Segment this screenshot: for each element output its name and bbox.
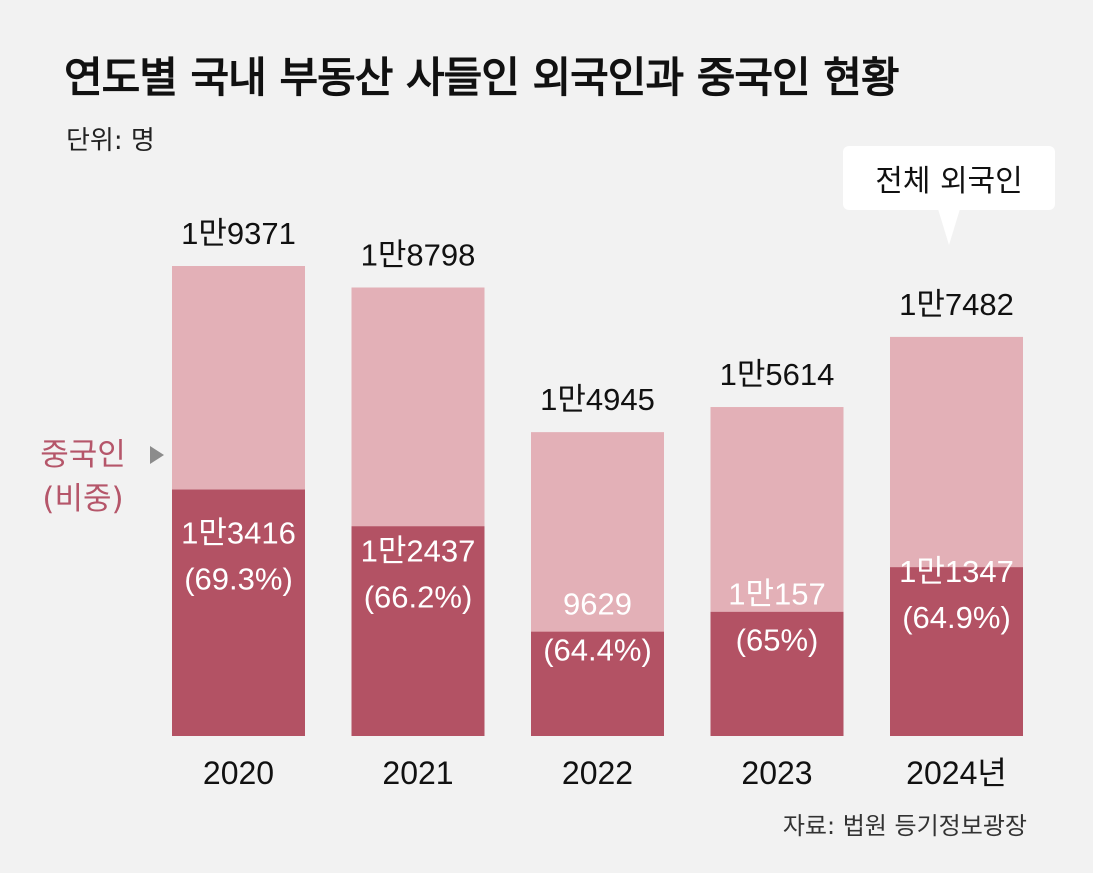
chinese-legend: 중국인 (비중) bbox=[20, 433, 146, 521]
chinese-value-label: 1만157 bbox=[728, 576, 825, 611]
x-tick-label: 2022 bbox=[562, 755, 633, 791]
x-tick-label: 2023 bbox=[741, 755, 812, 791]
chinese-value-label: 1만1347 bbox=[899, 554, 1014, 589]
total-value-label: 1만7482 bbox=[899, 287, 1014, 322]
chinese-share-label: (65%) bbox=[736, 622, 819, 657]
chinese-value-label: 1만3416 bbox=[181, 515, 296, 550]
x-tick-label: 2021 bbox=[382, 755, 453, 791]
bar-chinese-3 bbox=[710, 611, 844, 736]
chinese-share-label: (66.2%) bbox=[364, 580, 473, 615]
callout-pointer bbox=[938, 209, 960, 245]
total-value-label: 1만9371 bbox=[181, 216, 296, 251]
chart-title: 연도별 국내 부동산 사들인 외국인과 중국인 현황 bbox=[64, 53, 900, 102]
bar-chinese-1 bbox=[351, 526, 485, 736]
bar-chinese-0 bbox=[172, 489, 305, 736]
legend-label-chinese: 중국인 bbox=[40, 437, 126, 473]
legend-arrow-icon bbox=[150, 446, 164, 464]
unit-label: 단위: 명 bbox=[66, 126, 155, 156]
total-foreigners-callout: 전체 외국인 bbox=[843, 146, 1055, 210]
bar-chinese-2 bbox=[531, 631, 664, 736]
chinese-share-label: (64.4%) bbox=[543, 632, 652, 667]
x-tick-label: 2024년 bbox=[906, 755, 1007, 791]
total-value-label: 1만8798 bbox=[361, 238, 476, 273]
legend-label-share: (비중) bbox=[42, 481, 124, 517]
total-value-label: 1만5614 bbox=[720, 357, 835, 392]
x-tick-label: 2020 bbox=[203, 755, 274, 791]
chinese-value-label: 9629 bbox=[563, 586, 632, 621]
chinese-share-label: (69.3%) bbox=[184, 561, 293, 596]
total-value-label: 1만4945 bbox=[540, 382, 655, 417]
source-note: 자료: 법원 등기정보광장 bbox=[782, 812, 1027, 840]
chinese-value-label: 1만2437 bbox=[361, 534, 476, 569]
bar-chinese-4 bbox=[890, 567, 1023, 736]
chinese-share-label: (64.9%) bbox=[902, 600, 1011, 635]
